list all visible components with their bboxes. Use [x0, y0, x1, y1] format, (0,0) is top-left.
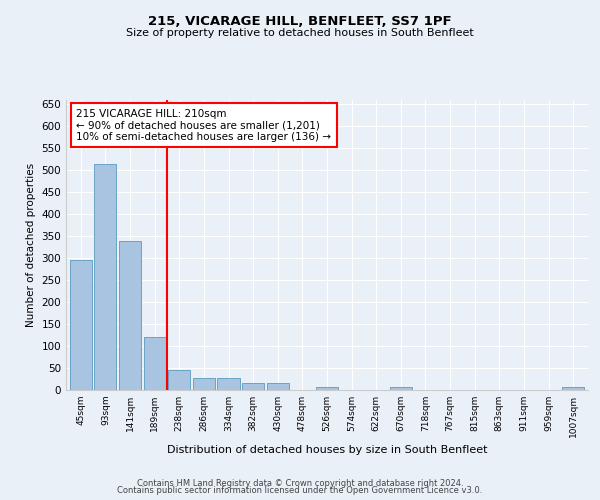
Text: Contains public sector information licensed under the Open Government Licence v3: Contains public sector information licen…	[118, 486, 482, 495]
Bar	[217, 378, 239, 390]
Y-axis label: Number of detached properties: Number of detached properties	[26, 163, 36, 327]
Text: 215, VICARAGE HILL, BENFLEET, SS7 1PF: 215, VICARAGE HILL, BENFLEET, SS7 1PF	[148, 15, 452, 28]
Bar	[143, 338, 166, 390]
Bar	[242, 382, 264, 390]
Bar	[119, 240, 141, 390]
Bar	[390, 387, 412, 390]
X-axis label: Distribution of detached houses by size in South Benfleet: Distribution of detached houses by size …	[167, 446, 487, 456]
Bar	[193, 378, 215, 390]
Text: Contains HM Land Registry data © Crown copyright and database right 2024.: Contains HM Land Registry data © Crown c…	[137, 478, 463, 488]
Bar	[94, 164, 116, 390]
Bar	[562, 387, 584, 390]
Bar	[168, 370, 190, 390]
Bar	[316, 387, 338, 390]
Text: 215 VICARAGE HILL: 210sqm
← 90% of detached houses are smaller (1,201)
10% of se: 215 VICARAGE HILL: 210sqm ← 90% of detac…	[76, 108, 331, 142]
Text: Size of property relative to detached houses in South Benfleet: Size of property relative to detached ho…	[126, 28, 474, 38]
Bar	[70, 260, 92, 390]
Bar	[266, 382, 289, 390]
